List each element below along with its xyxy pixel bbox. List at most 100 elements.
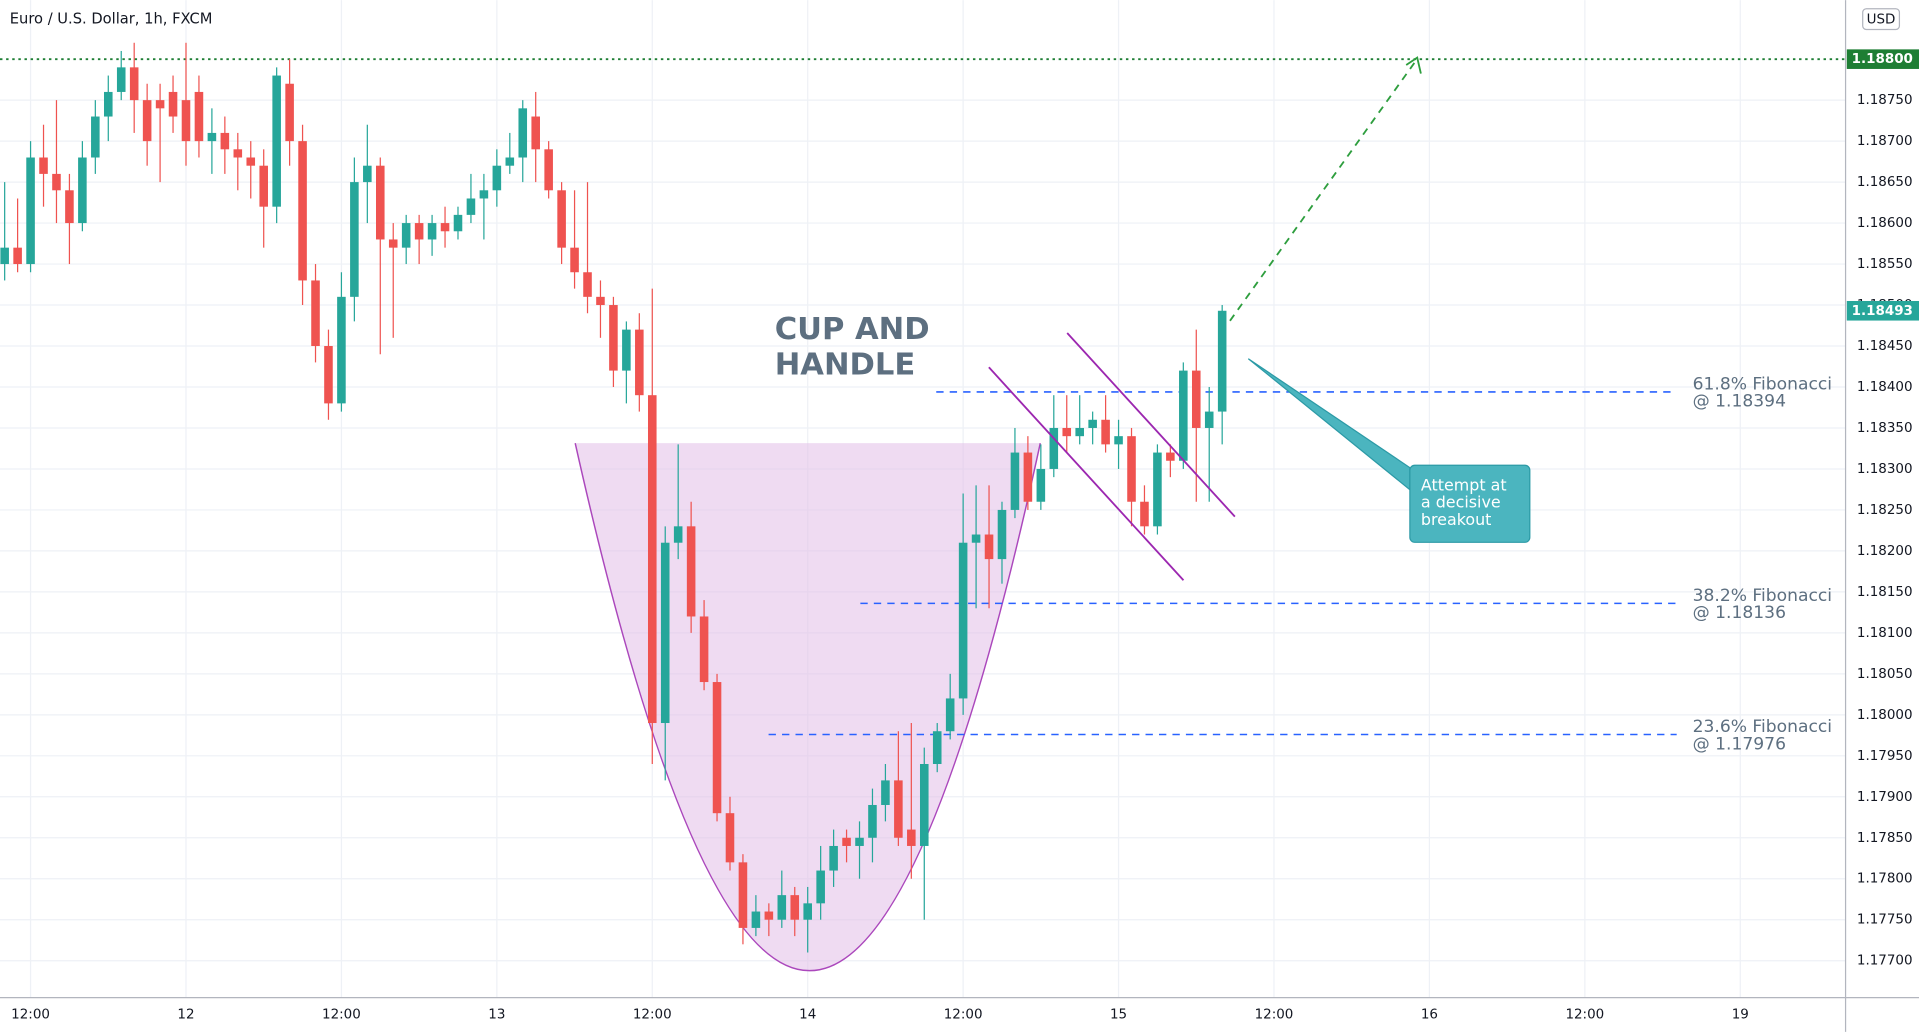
candle-body [65,190,74,224]
candle-body [414,223,424,240]
y-tick-label: 1.18000 [1857,708,1913,723]
x-tick-label: 12:00 [633,1008,672,1023]
candle-body [1023,452,1033,502]
x-tick-label: 13 [488,1008,505,1023]
candle-body [0,247,9,265]
price-axis-area [1845,0,1919,1032]
candle-body [958,542,968,699]
candle-body [337,296,346,404]
last-price-badge [1846,300,1919,321]
candle-body [479,190,489,199]
callout-line: a decisive [1421,493,1501,512]
candle-body [1153,452,1162,527]
currency: USD [1867,13,1896,28]
candles [0,42,1227,953]
candle-body [609,305,618,371]
y-tick-label: 1.18600 [1857,216,1913,231]
candle-body [686,526,696,617]
y-tick-label: 1.17900 [1857,790,1913,805]
candle-body [1049,427,1059,469]
fibonacci-name: 61.8% Fibonacci [1693,375,1833,395]
candle-body [1114,436,1123,445]
candle-body [440,223,450,232]
candle-body [129,67,139,101]
pattern-text: HANDLE [775,348,916,383]
candle-body [220,132,230,150]
y-tick-label: 1.18200 [1857,544,1913,559]
candle-body [103,91,113,117]
candle-body [894,780,903,838]
candle-body [881,780,890,805]
candle-body [1179,370,1188,461]
candle-body [751,911,761,928]
resistance-badge [1846,49,1919,69]
candle-body [518,108,528,158]
y-tick-label: 1.17800 [1857,872,1913,887]
candle-body [207,132,217,142]
candle-body [1140,501,1149,527]
candle-body [311,280,320,347]
candle-body [544,149,553,191]
candle-body [155,100,165,109]
candle-body [583,272,592,297]
candle-body [1101,419,1110,445]
candle-body [285,83,294,142]
y-tick-label: 1.18550 [1857,257,1913,272]
callout-line: Attempt at [1421,476,1507,495]
candle-body [181,100,191,142]
candle-body [194,91,204,142]
candle-body [350,182,359,297]
resistance-label: 1.18800 [1852,52,1913,67]
candle-body [168,91,178,117]
candle-body [116,67,126,92]
candle-body [78,157,87,224]
candle-body [298,141,307,281]
candle-body [907,829,916,846]
candle-body [39,157,48,174]
candle-body [259,165,268,207]
fibonacci-label: @ 1.17976 [1693,734,1786,754]
candle-body [91,116,100,158]
currency-box [1862,8,1901,31]
time-axis-area [0,997,1919,1032]
candle-body [52,173,61,191]
x-tick-label: 19 [1732,1008,1749,1023]
y-tick-label: 1.18050 [1857,667,1913,682]
candle-body [673,526,683,543]
candle-body [388,239,398,248]
candle-body [427,223,437,240]
candle-body [855,837,864,846]
y-tick-label: 1.18650 [1857,175,1913,190]
y-tick-label: 1.18750 [1857,93,1913,108]
y-tick-label: 1.18700 [1857,134,1913,149]
arrow-head [1405,56,1422,74]
y-tick-label: 1.18300 [1857,462,1913,477]
callout-line: breakout [1421,510,1492,529]
callout-box [1409,464,1531,543]
candle-body [1127,436,1136,502]
x-tick-label: 16 [1421,1008,1438,1023]
candle-body [505,157,515,166]
candle-body [945,698,955,732]
candle-body [660,542,670,724]
candle-body [26,157,35,265]
candle-body [971,534,981,543]
fibonacci-name: 23.6% Fibonacci [1693,717,1833,737]
y-tick-label: 1.17950 [1857,749,1913,764]
chart-title: Euro / U.S. Dollar, 1h, FXCM [10,11,213,28]
y-tick-label: 1.18250 [1857,503,1913,518]
x-tick-label: 12:00 [1565,1008,1604,1023]
candle-body [246,157,256,166]
candle-body [790,895,800,920]
candle-body [919,764,929,846]
y-tick-label: 1.17700 [1857,954,1913,969]
candle-body [647,395,657,724]
x-tick-label: 12 [177,1008,194,1023]
y-tick-label: 1.18350 [1857,421,1913,436]
candle-body [1075,427,1084,437]
